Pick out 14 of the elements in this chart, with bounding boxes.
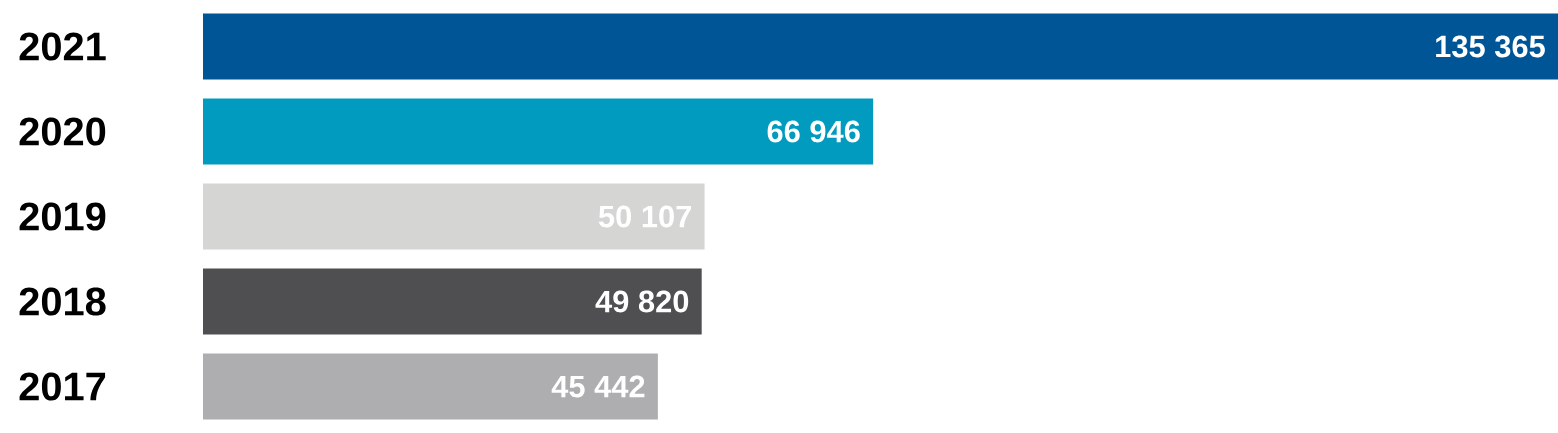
bar [203,353,658,420]
bar [203,268,702,335]
y-tick-label: 2021 [19,32,106,61]
y-tick-label: 2020 [19,117,106,146]
data-label: 49 820 [595,290,689,313]
data-label: 135 365 [1436,35,1545,58]
bar [203,183,705,250]
y-tick-label: 2018 [19,287,106,316]
data-label: 66 946 [767,120,860,143]
bar [203,13,1558,80]
bar [203,98,874,165]
y-tick-label: 2019 [19,202,106,231]
data-label: 45 442 [551,375,645,398]
y-tick-label: 2017 [19,372,106,401]
